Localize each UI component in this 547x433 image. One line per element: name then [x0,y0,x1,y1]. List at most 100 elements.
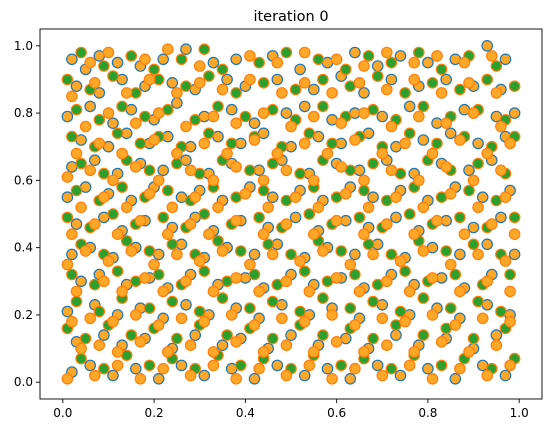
point-orange [490,87,503,99]
point-orange [102,46,115,59]
point-orange [403,359,416,372]
point-orange [408,73,420,86]
point-green [417,100,430,113]
point-orange [285,120,297,133]
point-green [385,56,398,69]
point-orange [89,218,101,230]
chart-title: iteration 0 [253,9,328,25]
point-orange [152,319,165,331]
point-green [148,63,160,76]
point-orange [207,110,220,123]
point-green [303,127,316,140]
point-orange [125,245,138,257]
point-orange [481,369,493,382]
point-orange [244,73,256,86]
point-orange [435,335,448,348]
point-orange [485,218,498,230]
point-orange [422,56,434,69]
point-orange [70,147,83,160]
point-green [412,46,425,59]
point-green [143,245,156,257]
point-orange [84,312,96,325]
point-orange [358,87,370,99]
point-orange [102,107,115,119]
point-orange [207,285,220,298]
point-orange [225,103,238,116]
point-orange [257,174,270,187]
point-green [266,157,279,170]
point-green [212,100,224,113]
point-green [235,245,247,257]
point-orange [184,339,197,351]
point-orange [66,228,78,240]
point-orange [98,191,110,203]
point-orange [463,77,475,89]
point-orange [426,272,439,284]
point-orange [403,285,416,298]
point-green [75,46,87,59]
point-orange [285,329,297,341]
point-orange [349,134,361,146]
point-orange [120,201,133,214]
x-tick-label: 0.8 [418,406,437,420]
point-green [467,238,480,251]
point-orange [130,309,142,321]
point-green [162,184,174,197]
point-orange [184,369,197,382]
point-orange [216,339,229,351]
point-orange [495,164,507,177]
point-green [166,295,179,308]
point-orange [66,90,78,103]
point-orange [467,107,480,119]
point-orange [239,188,252,200]
point-orange [467,221,480,234]
point-orange [111,228,124,240]
point-orange [508,248,521,261]
x-axis-ticks: 0.0 0.2 0.4 0.6 0.8 1.0 [53,399,529,420]
point-orange [408,346,420,358]
point-green [495,305,507,318]
point-orange [134,372,147,385]
point-orange [289,191,302,203]
point-green [339,63,352,76]
point-orange [371,60,384,72]
point-orange [107,315,119,328]
point-orange [244,50,256,62]
point-orange [66,315,78,328]
point-green [235,359,247,372]
point-green [326,137,338,150]
point-green [394,305,407,318]
point-orange [79,120,92,133]
point-orange [294,63,306,76]
point-green [317,73,329,86]
point-orange [253,285,265,298]
point-orange [257,346,270,358]
point-orange [380,83,393,96]
point-orange [444,258,457,271]
point-green [454,83,466,96]
points-layer [61,39,521,385]
point-orange [326,87,338,99]
point-orange [307,346,320,358]
point-orange [499,53,512,66]
point-green [66,130,78,143]
point-orange [130,117,142,129]
point-orange [61,191,74,203]
point-orange [426,372,439,385]
point-green [143,164,156,177]
point-orange [440,161,452,173]
point-orange [358,174,370,187]
point-orange [335,117,347,129]
point-green [335,359,347,372]
point-orange [394,369,407,382]
point-green [189,114,201,126]
point-green [93,305,106,318]
point-orange [70,218,83,230]
point-orange [84,56,96,69]
point-orange [193,77,206,89]
point-orange [426,309,439,321]
point-orange [189,191,201,203]
point-green [504,268,516,281]
point-orange [166,201,179,214]
point-orange [394,50,407,62]
